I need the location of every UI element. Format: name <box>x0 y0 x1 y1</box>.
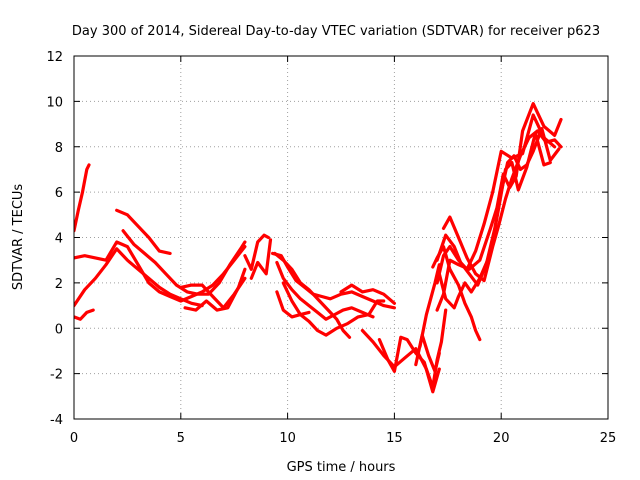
series-track-15 <box>275 290 311 319</box>
series-track-10 <box>249 238 273 280</box>
y-tick-label: -4 <box>50 413 63 428</box>
x-axis-label: GPS time / hours <box>287 460 396 475</box>
y-axis-label: SDTVAR / TECUs <box>11 184 26 291</box>
series-layer <box>74 102 563 394</box>
series-track-9 <box>243 233 270 271</box>
x-tick-label: 25 <box>600 431 617 446</box>
y-tick-label: 12 <box>46 50 63 65</box>
series-track-16 <box>339 283 396 305</box>
series-track-3 <box>74 247 204 308</box>
x-tick-label: 20 <box>493 431 510 446</box>
grid-layer <box>74 56 608 419</box>
x-tick-labels: 0 5 10 15 20 25 <box>70 431 616 446</box>
series-track-17 <box>360 308 448 389</box>
y-tick-label: 8 <box>55 141 63 156</box>
series-track-24 <box>437 131 552 310</box>
x-tick-label: 10 <box>279 431 296 446</box>
series-track-26 <box>418 263 441 348</box>
chart-title: Day 300 of 2014, Sidereal Day-to-day VTE… <box>72 24 600 39</box>
series-track-14 <box>281 281 386 337</box>
y-tick-label: 10 <box>46 95 63 110</box>
series-track-19 <box>414 333 441 373</box>
y-tick-label: 2 <box>55 277 63 292</box>
series-track-2 <box>74 308 95 321</box>
y-tick-label: 4 <box>55 232 63 247</box>
tick-layer <box>73 55 609 420</box>
y-tick-label: -2 <box>50 368 63 383</box>
series-track-25 <box>431 245 482 342</box>
x-tick-label: 0 <box>70 431 78 446</box>
series-track-1 <box>74 163 91 233</box>
series-track-5 <box>115 208 172 255</box>
series-track-20 <box>435 113 557 285</box>
series-track-22 <box>441 129 563 283</box>
series-track-18 <box>377 335 441 394</box>
series-track-4 <box>74 240 247 303</box>
x-tick-label: 15 <box>386 431 403 446</box>
series-track-12 <box>275 260 375 321</box>
series-track-6 <box>121 229 247 296</box>
series-track-11 <box>271 251 396 310</box>
y-tick-labels: -4 -2 0 2 4 6 8 10 12 <box>46 50 63 428</box>
y-tick-label: 6 <box>55 186 63 201</box>
series-track-13 <box>273 251 352 339</box>
y-tick-label: 0 <box>55 322 63 337</box>
x-tick-label: 5 <box>177 431 185 446</box>
series-track-8 <box>183 267 247 312</box>
